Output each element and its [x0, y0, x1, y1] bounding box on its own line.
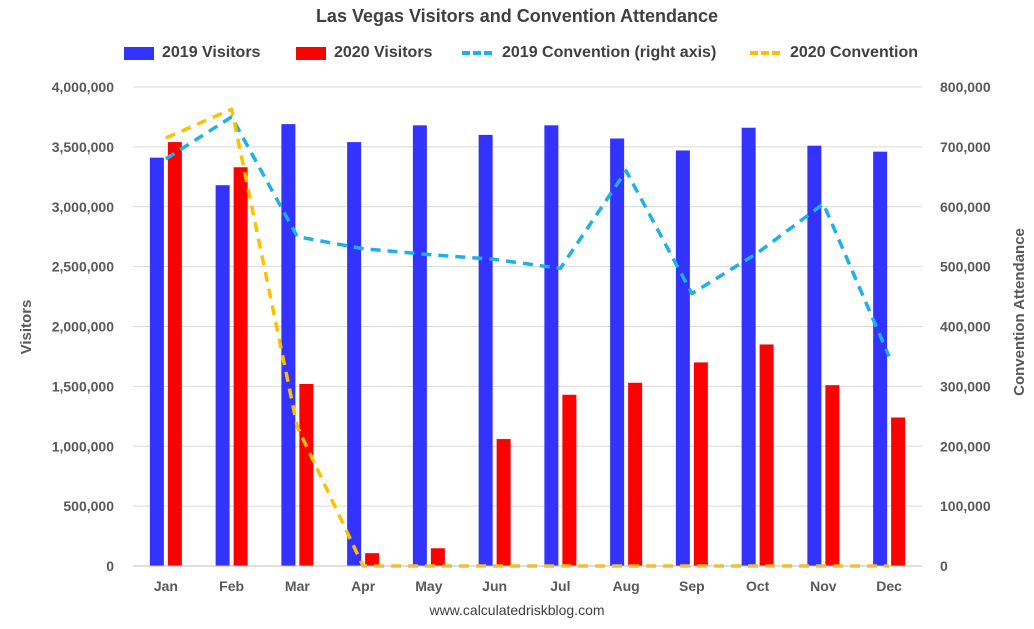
- legend-swatch-2019-visitors: [124, 46, 154, 60]
- axes: 0 0 500,000 100,000 1,000,000 200,000 1,500,00…: [52, 79, 991, 594]
- bar-2020-visitors-apr: [365, 553, 380, 566]
- bar-2020-visitors-nov: [825, 385, 840, 566]
- x-tick-label: Feb: [219, 578, 244, 594]
- y2-tick-label: 0: [940, 558, 948, 574]
- x-tick-label: Jul: [550, 578, 570, 594]
- x-tick-label: Sep: [679, 578, 705, 594]
- legend-swatch-2020-visitors: [296, 46, 326, 60]
- y2-tick-label: 500,000: [940, 259, 991, 275]
- legend-label-2020-visitors: 2020 Visitors: [334, 44, 433, 61]
- y-tick-label: 4,000,000: [52, 79, 114, 95]
- legend-label-2019-visitors: 2019 Visitors: [162, 44, 261, 61]
- bar-2019-visitors-dec: [873, 151, 888, 567]
- legend-item-2019-visitors: 2019 Visitors: [124, 44, 260, 62]
- bar-2019-visitors-apr: [347, 142, 362, 566]
- bar-2020-visitors-mar: [299, 383, 314, 566]
- legend-label-2020-convention: 2020 Convention: [790, 44, 919, 61]
- bar-2020-visitors-jan: [167, 142, 182, 566]
- x-tick-label: May: [415, 578, 442, 594]
- bar-2020-visitors-jul: [562, 394, 577, 566]
- bar-2019-visitors-mar: [281, 124, 296, 566]
- x-tick-label: Jan: [154, 578, 178, 594]
- bar-2020-visitors-oct: [759, 344, 774, 566]
- y-tick-label: 1,000,000: [52, 438, 114, 454]
- bar-2019-visitors-aug: [610, 138, 625, 566]
- y-tick-label: 2,500,000: [52, 259, 114, 275]
- bars: [149, 124, 906, 567]
- legend-item-2019-convention: 2019 Convention (right axis): [462, 44, 716, 62]
- y-tick-label: 0: [106, 558, 114, 574]
- y2-tick-label: 200,000: [940, 438, 991, 454]
- x-tick-label: Nov: [810, 578, 837, 594]
- bar-2019-visitors-sep: [675, 150, 690, 566]
- bar-2020-visitors-aug: [628, 382, 643, 566]
- y-tick-label: 500,000: [63, 498, 114, 514]
- bar-2020-visitors-feb: [233, 167, 248, 567]
- legend-item-2020-convention: 2020 Convention: [750, 44, 918, 62]
- legend-item-2020-visitors: 2020 Visitors: [296, 44, 432, 62]
- y2-tick-label: 800,000: [940, 79, 991, 95]
- x-tick-label: Apr: [351, 578, 376, 594]
- legend: 2019 Visitors 2020 Visitors 2019 Convent…: [0, 44, 1034, 64]
- bar-2020-visitors-sep: [693, 362, 708, 566]
- source-note: www.calculatedriskblog.com: [429, 602, 605, 618]
- y-tick-label: 2,000,000: [52, 319, 114, 335]
- x-tick-label: Aug: [613, 578, 640, 594]
- bar-2020-visitors-dec: [891, 417, 906, 566]
- bar-2019-visitors-oct: [741, 127, 756, 566]
- bar-2020-visitors-jun: [496, 439, 511, 566]
- chart-title: Las Vegas Visitors and Convention Attend…: [315, 6, 719, 26]
- y2-tick-label: 700,000: [940, 139, 991, 155]
- x-tick-label: Oct: [746, 578, 770, 594]
- y-tick-label: 3,000,000: [52, 199, 114, 215]
- x-tick-label: Jun: [482, 578, 507, 594]
- bar-2019-visitors-may: [412, 125, 427, 566]
- gridlines: [133, 86, 922, 507]
- y2-tick-label: 300,000: [940, 378, 991, 394]
- x-tick-label: Mar: [285, 578, 310, 594]
- x-tick-label: Dec: [876, 578, 902, 594]
- bar-2019-visitors-feb: [215, 185, 230, 566]
- y2-tick-label: 600,000: [940, 199, 991, 215]
- y-axis-title: Visitors: [18, 300, 35, 355]
- bar-2020-visitors-may: [430, 548, 445, 566]
- lines: [164, 107, 891, 568]
- bar-2019-visitors-nov: [807, 145, 822, 567]
- bar-2019-visitors-jun: [478, 134, 493, 566]
- y-tick-label: 3,500,000: [52, 139, 114, 155]
- y2-axis-title: Convention Attendance: [1011, 228, 1028, 396]
- line-2020-convention: [165, 107, 890, 568]
- bar-2019-visitors-jul: [544, 125, 559, 566]
- legend-label-2019-convention: 2019 Convention (right axis): [502, 44, 717, 61]
- bar-2019-visitors-jan: [149, 157, 164, 566]
- y2-tick-label: 400,000: [940, 319, 991, 335]
- y2-tick-label: 100,000: [940, 498, 991, 514]
- legend-swatch-2019-convention: [462, 51, 492, 55]
- y-tick-label: 1,500,000: [52, 378, 114, 394]
- line-2019-convention-right-axis-: [164, 115, 891, 358]
- legend-swatch-2020-convention: [750, 51, 780, 55]
